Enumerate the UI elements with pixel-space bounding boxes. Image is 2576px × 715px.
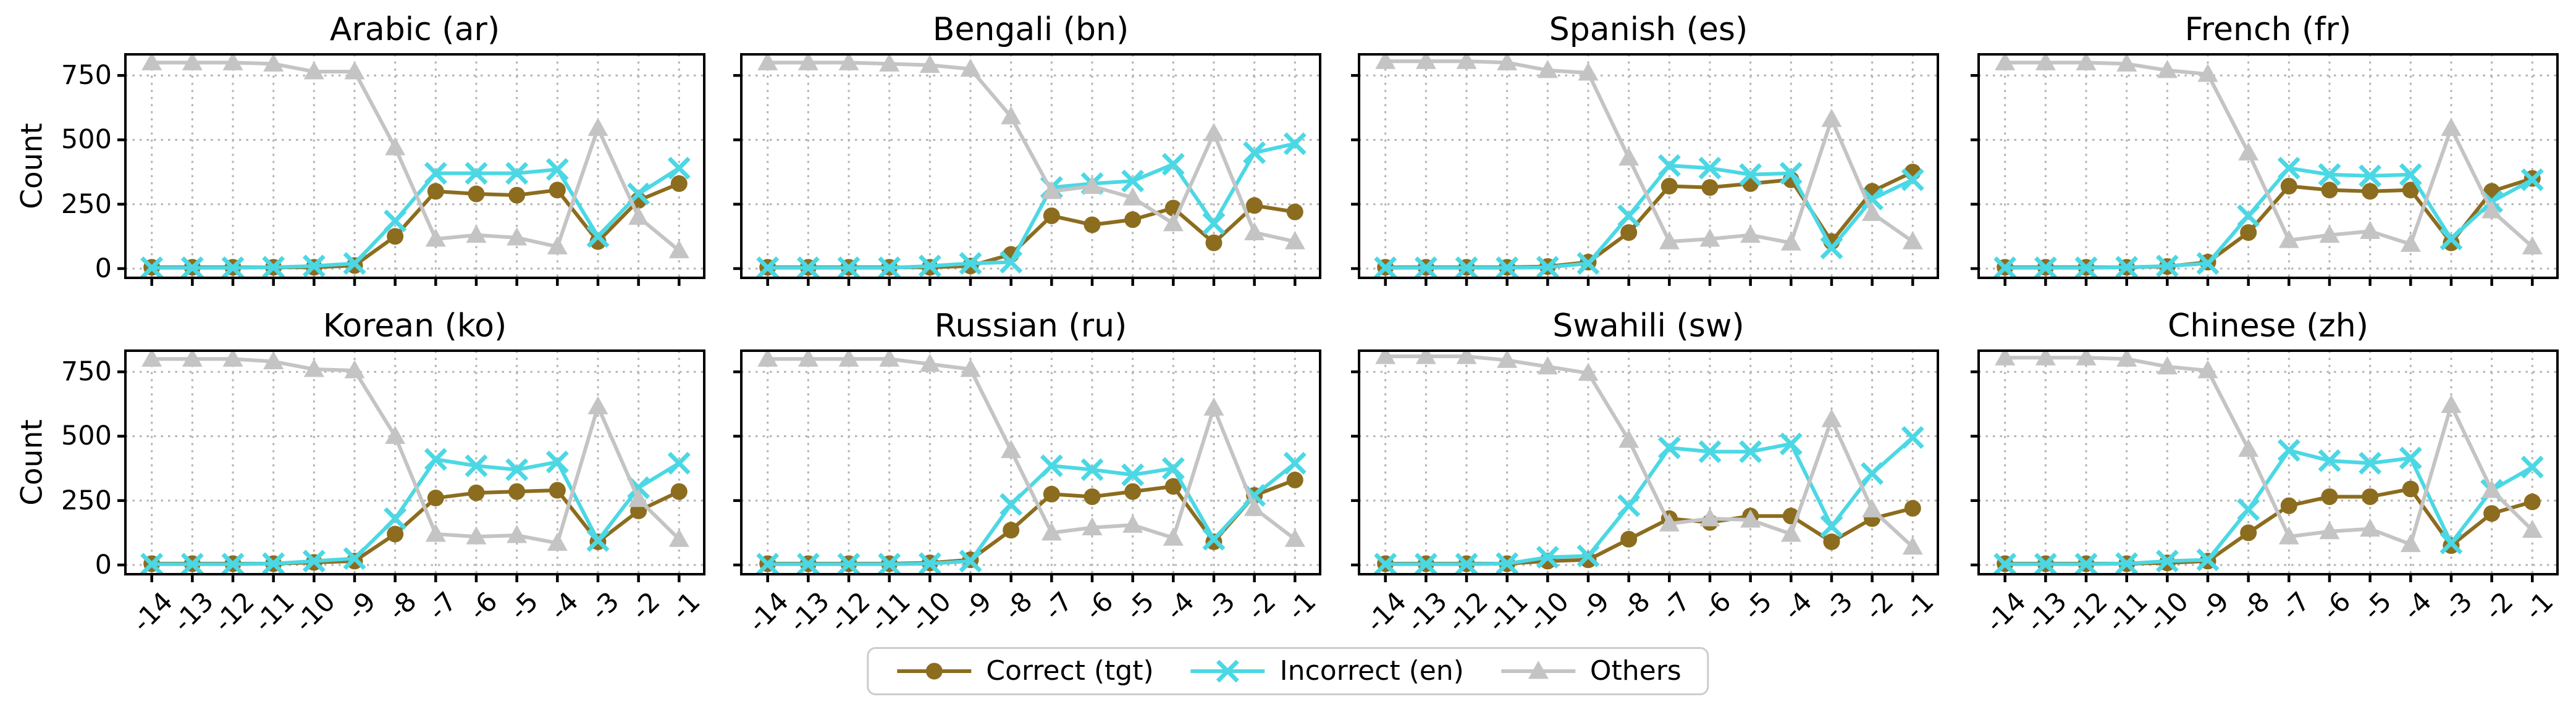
x-tick-label: -8 <box>998 586 1039 627</box>
x-tick-label: -7 <box>423 586 463 627</box>
y-tick-label: 0 <box>95 253 112 284</box>
subplot-title-arabic: Arabic (ar) <box>329 11 500 48</box>
legend-item-correct: Correct (tgt) <box>894 654 1154 688</box>
axes-russian <box>733 349 1321 582</box>
axes-bengali <box>733 53 1321 286</box>
subplot-title-chinese: Chinese (zh) <box>2167 307 2369 345</box>
y-tick-label: 750 <box>61 356 112 388</box>
legend-label-correct: Correct (tgt) <box>986 655 1154 687</box>
incorrect-en-marker-icon <box>1190 659 1265 683</box>
x-tick-label: -7 <box>1656 586 1697 627</box>
subplot-title-bengali: Bengali (bn) <box>932 11 1129 48</box>
x-tick-label: -9 <box>957 586 998 627</box>
axes-arabic <box>117 53 705 286</box>
y-tick-label: 500 <box>61 420 112 452</box>
legend-item-others: Others <box>1499 654 1682 688</box>
y-tick-label: 250 <box>61 485 112 516</box>
x-tick-label: -4 <box>544 586 585 627</box>
y-tick-label: 500 <box>61 124 112 156</box>
x-tick-label: -9 <box>341 586 382 627</box>
x-tick-label: -2 <box>1859 586 1900 627</box>
x-tick-label: -2 <box>1241 586 1282 627</box>
subplot-title-swahili: Swahili (sw) <box>1552 307 1745 345</box>
x-tick-label: -5 <box>1119 586 1161 627</box>
x-tick-label: -7 <box>2276 586 2317 627</box>
axes-korean <box>117 349 705 582</box>
x-tick-label: -2 <box>625 586 667 627</box>
legend-label-incorrect: Incorrect (en) <box>1279 655 1464 687</box>
x-tick-label: -5 <box>503 586 545 627</box>
x-tick-label: -4 <box>1160 586 1201 627</box>
x-tick-label: -10 <box>288 586 342 639</box>
legend-item-incorrect: Incorrect (en) <box>1189 654 1464 688</box>
y-tick-label: 750 <box>61 60 112 91</box>
legend-label-others: Others <box>1589 655 1682 687</box>
x-tick-label: -1 <box>2519 586 2560 627</box>
axes-french <box>1971 53 2559 286</box>
x-tick-label: -10 <box>2142 586 2195 639</box>
others-marker-icon <box>1501 661 1575 679</box>
x-tick-label: -6 <box>2316 586 2357 627</box>
y-axis-label: Count <box>15 123 49 209</box>
y-tick-label: 0 <box>95 549 112 580</box>
y-axis-label: Count <box>15 419 49 506</box>
x-tick-label: -3 <box>584 586 626 627</box>
x-tick-label: -9 <box>1575 586 1616 627</box>
subplot-title-korean: Korean (ko) <box>322 307 507 345</box>
subplot-title-russian: Russian (ru) <box>934 307 1127 345</box>
x-tick-label: -6 <box>1696 586 1738 627</box>
axes-spanish <box>1351 53 1939 286</box>
x-tick-label: -5 <box>1737 586 1778 627</box>
x-tick-label: -6 <box>463 586 504 627</box>
x-tick-label: -3 <box>1200 586 1242 627</box>
x-tick-label: -3 <box>2438 586 2479 627</box>
x-tick-label: -5 <box>2357 586 2398 627</box>
axes-chinese <box>1971 349 2559 582</box>
x-tick-label: -9 <box>2194 586 2236 627</box>
legend: Correct (tgt) Incorrect (en) Others <box>867 647 1709 695</box>
correct-tgt-marker-icon <box>897 663 972 680</box>
subplot-title-french: French (fr) <box>2184 11 2352 48</box>
x-tick-label: -10 <box>904 586 958 639</box>
axes-swahili <box>1351 349 1939 582</box>
x-tick-label: -8 <box>1615 586 1657 627</box>
x-tick-label: -8 <box>2235 586 2276 627</box>
x-tick-label: -10 <box>1522 586 1575 639</box>
x-tick-label: -4 <box>1778 586 1819 627</box>
x-tick-label: -1 <box>1282 586 1323 627</box>
subplot-title-spanish: Spanish (es) <box>1549 11 1748 48</box>
x-tick-label: -6 <box>1079 586 1120 627</box>
y-tick-label: 250 <box>61 188 112 220</box>
x-tick-label: -7 <box>1038 586 1079 627</box>
x-tick-label: -2 <box>2478 586 2520 627</box>
x-tick-label: -4 <box>2397 586 2438 627</box>
x-tick-label: -8 <box>382 586 423 627</box>
x-tick-label: -1 <box>666 586 707 627</box>
x-tick-label: -3 <box>1818 586 1859 627</box>
x-tick-label: -1 <box>1900 586 1940 627</box>
